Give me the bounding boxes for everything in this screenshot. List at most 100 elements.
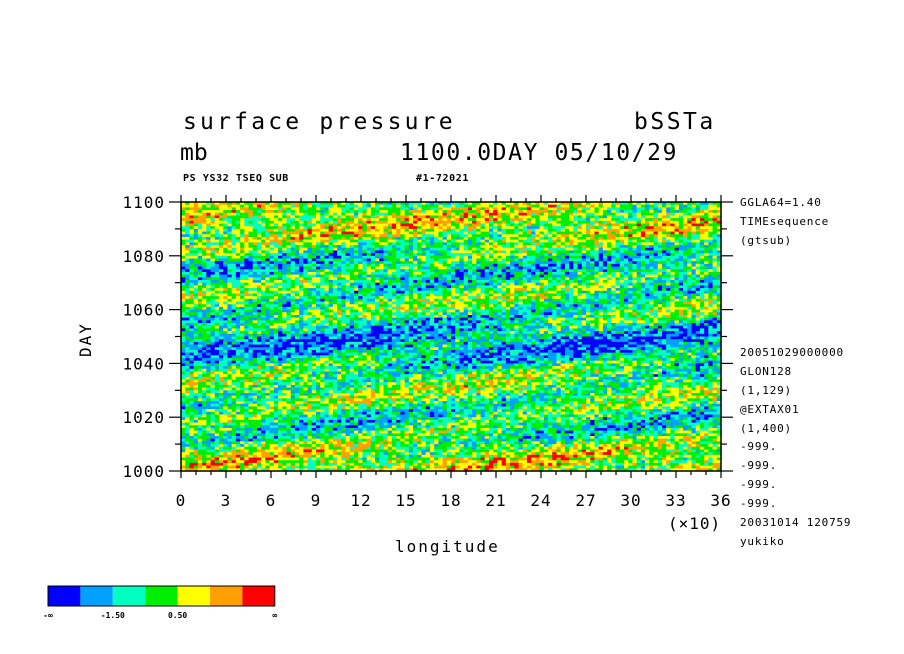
heatmap-cell <box>214 298 220 303</box>
heatmap-cell <box>560 263 566 268</box>
heatmap-cell <box>185 253 191 257</box>
heatmap-cell <box>337 285 342 289</box>
heatmap-cell <box>657 301 663 305</box>
heatmap-cell <box>695 250 701 254</box>
heatmap-cell <box>282 231 288 235</box>
heatmap-cell <box>375 282 380 286</box>
heatmap-cell <box>404 255 410 260</box>
heatmap-cell <box>349 215 355 219</box>
heatmap-cell <box>548 218 553 222</box>
heatmap-cell <box>472 242 477 246</box>
heatmap-cell <box>623 293 629 297</box>
heatmap-cell <box>214 266 220 270</box>
heatmap-cell <box>645 255 650 260</box>
heatmap-cell <box>307 207 313 211</box>
heatmap-cell <box>451 266 456 270</box>
heatmap-cell <box>413 290 418 295</box>
heatmap-cell <box>387 301 393 305</box>
heatmap-cell <box>548 288 553 292</box>
heatmap-cell <box>400 231 406 235</box>
heatmap-cell <box>548 255 553 260</box>
heatmap-cell <box>467 239 473 243</box>
heatmap-cell <box>497 215 503 219</box>
heatmap-cell <box>657 218 663 222</box>
heatmap-cell <box>210 239 216 243</box>
heatmap-cell <box>379 266 385 270</box>
heatmap-cell <box>193 207 199 211</box>
heatmap-cell <box>695 226 701 230</box>
heatmap-cell <box>358 220 364 225</box>
heatmap-cell <box>383 204 389 208</box>
heatmap-cell <box>623 212 629 217</box>
heatmap-cell <box>244 204 250 208</box>
heatmap-cell <box>472 210 477 214</box>
heatmap-cell <box>244 288 250 292</box>
heatmap-cell <box>400 210 406 214</box>
heatmap-cell <box>683 223 688 227</box>
heatmap-cell <box>657 266 663 270</box>
heatmap-cell <box>337 218 342 222</box>
heatmap-cell <box>379 255 385 260</box>
heatmap-cell <box>408 285 414 289</box>
heatmap-cell <box>666 255 671 260</box>
heatmap-cell <box>674 277 680 281</box>
heatmap-cell <box>611 207 617 211</box>
heatmap-cell <box>463 255 469 260</box>
heatmap-cell <box>231 285 237 289</box>
heatmap-cell <box>505 261 511 265</box>
heatmap-cell <box>564 274 570 278</box>
heatmap-cell <box>581 228 587 233</box>
heatmap-cell <box>560 261 566 265</box>
heatmap-cell <box>535 210 541 214</box>
heatmap-cell <box>518 210 524 214</box>
heatmap-cell <box>657 269 663 273</box>
heatmap-cell <box>683 239 688 243</box>
heatmap-cell <box>590 239 596 243</box>
heatmap-cell <box>320 261 326 265</box>
heatmap-cell <box>282 207 288 211</box>
heatmap-cell <box>488 290 494 295</box>
heatmap-cell <box>370 218 376 222</box>
heatmap-cell <box>345 250 351 254</box>
heatmap-cell <box>678 274 684 278</box>
heatmap-cell <box>488 218 494 222</box>
heatmap-cell <box>552 296 558 300</box>
heatmap-cell <box>231 255 237 260</box>
heatmap-cell <box>531 301 536 305</box>
heatmap-cell <box>451 210 456 214</box>
heatmap-cell <box>261 215 266 219</box>
heatmap-cell <box>328 220 334 225</box>
heatmap-cell <box>615 282 621 286</box>
heatmap-cell <box>240 210 245 214</box>
heatmap-cell <box>514 250 520 254</box>
heatmap-cell <box>379 204 385 208</box>
heatmap-cell <box>476 202 482 206</box>
heatmap-cell <box>383 250 389 254</box>
heatmap-cell <box>391 301 397 305</box>
heatmap-cell <box>286 280 292 284</box>
heatmap-cell <box>459 218 465 222</box>
heatmap-cell <box>256 202 262 206</box>
heatmap-cell <box>552 301 558 305</box>
heatmap-cell <box>581 215 587 219</box>
heatmap-cell <box>261 247 266 252</box>
heatmap-cell <box>712 282 718 286</box>
heatmap-cell <box>252 269 258 273</box>
heatmap-cell <box>442 271 448 276</box>
heatmap-cell <box>235 242 241 246</box>
heatmap-cell <box>611 280 617 284</box>
heatmap-cell <box>353 266 359 270</box>
heatmap-cell <box>383 261 389 265</box>
heatmap-cell <box>628 301 634 305</box>
heatmap-cell <box>666 277 671 281</box>
heatmap-cell <box>581 304 587 308</box>
heatmap-cell <box>636 242 642 246</box>
heatmap-cell <box>345 296 351 300</box>
heatmap-cell <box>446 296 452 300</box>
heatmap-cell <box>480 304 486 308</box>
heatmap-cell <box>349 298 355 303</box>
heatmap-cell <box>628 255 634 260</box>
heatmap-cell <box>223 210 229 214</box>
heatmap-cell <box>573 204 579 208</box>
heatmap-cell <box>421 212 427 217</box>
